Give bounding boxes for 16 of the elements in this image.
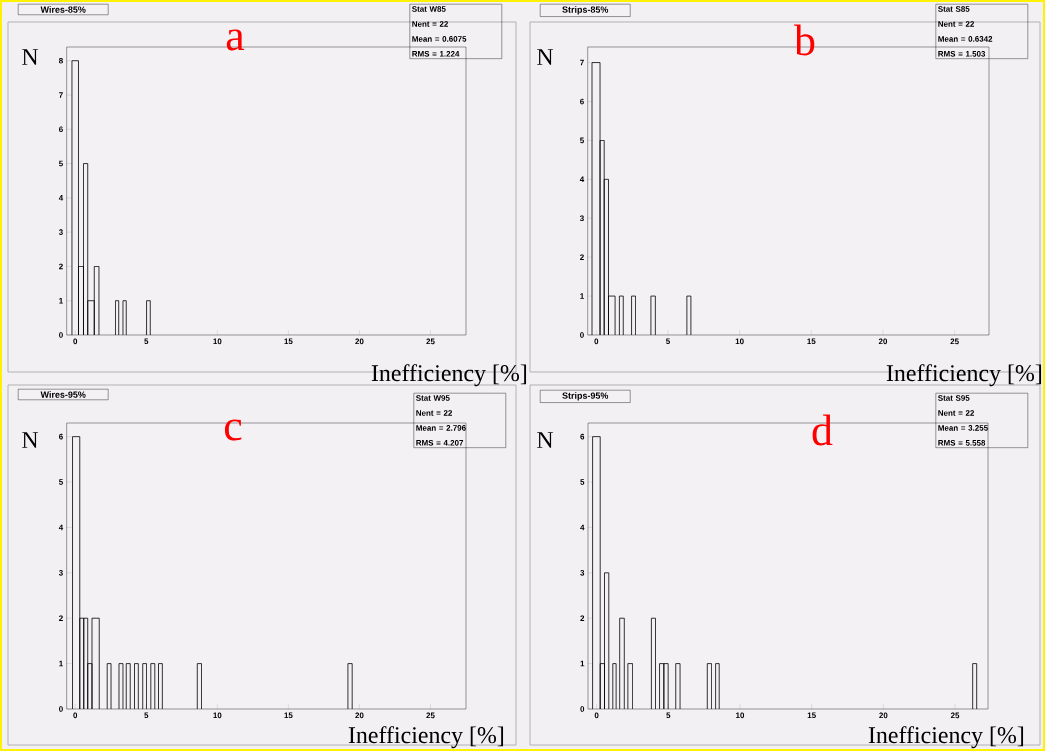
annotation: b [794,24,815,56]
y-axis-title: N [537,49,554,65]
annotation: c [224,419,242,441]
x-axis-title: Inefficiency [%] [868,726,1024,749]
y-axis-title: N [22,49,39,65]
x-axis-title: Inefficiency [%] [348,726,504,749]
y-axis-title: N [22,432,39,448]
x-axis-title: Inefficiency [%] [371,364,527,387]
x-axis-title: Inefficiency [%] [886,364,1042,387]
annotation: a [226,29,245,51]
y-axis-title: N [537,432,554,448]
chart-title: Wires-85% [40,6,86,13]
chart-title: Strips-95% [562,392,609,401]
chart-title: Wires-95% [40,391,86,398]
chart-title: Strips-85% [562,6,609,15]
annotation: d [812,414,833,446]
